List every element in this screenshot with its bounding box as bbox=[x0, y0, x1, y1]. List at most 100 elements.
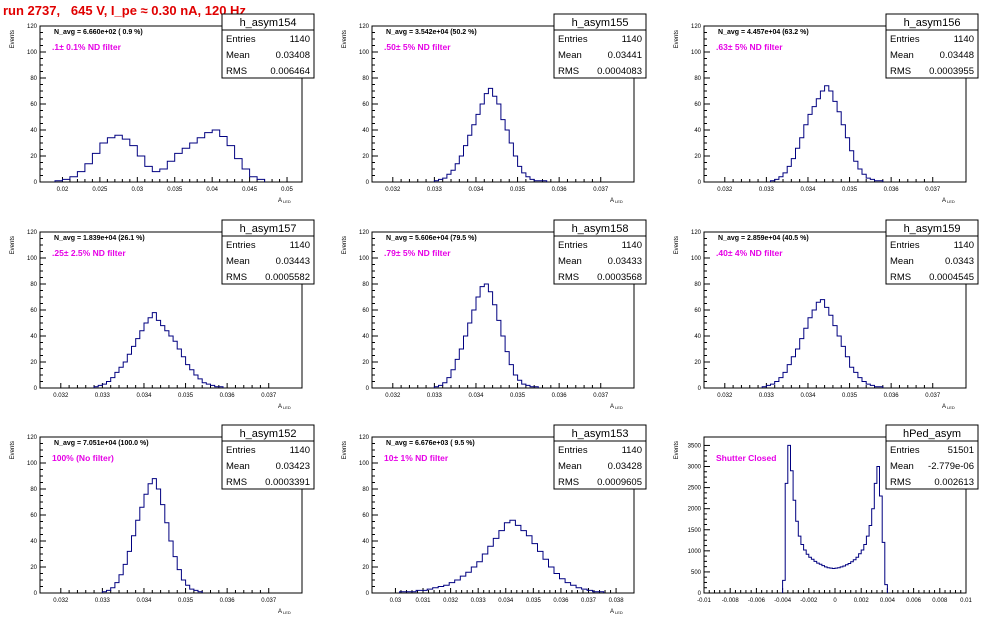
histogram-bin bbox=[804, 328, 808, 388]
histogram-bin bbox=[783, 372, 787, 388]
x-tick-label: 0.037 bbox=[593, 187, 609, 193]
histogram-bin bbox=[513, 156, 517, 182]
histogram-panel: 0 20 40 60 80 100 120 0.032 0.033 0.034 0.035 0.036… bbox=[10, 219, 315, 410]
y-tick-label: 40 bbox=[694, 128, 701, 134]
histogram-bin bbox=[526, 177, 530, 182]
stats-mean-label: Mean bbox=[558, 50, 582, 61]
histogram-bin bbox=[850, 367, 854, 388]
stats-entries-label: Entries bbox=[226, 445, 256, 456]
histogram-bin bbox=[845, 357, 849, 388]
stats-entries-value: 1140 bbox=[622, 240, 642, 251]
x-tick-label: 0.035 bbox=[510, 393, 526, 399]
filter-label: 100% (No filter) bbox=[52, 453, 114, 463]
histogram-bin bbox=[190, 370, 194, 388]
page-title: run 2737, 645 V, I_pe ≈ 0.30 nA, 120 Hz bbox=[3, 3, 246, 18]
y-tick-label: 0 bbox=[34, 386, 38, 392]
histogram-bin bbox=[242, 169, 249, 182]
y-axis-label: Events bbox=[342, 441, 348, 459]
hist-name: hPed_asym bbox=[903, 428, 961, 440]
stats-mean-label: Mean bbox=[226, 50, 250, 61]
stats-mean-label: Mean bbox=[890, 256, 914, 267]
y-tick-label: 60 bbox=[694, 308, 701, 314]
stats-rms-value: 0.0004545 bbox=[929, 272, 974, 283]
stats-entries-value: 1140 bbox=[290, 240, 310, 251]
histogram-bin bbox=[177, 349, 181, 388]
histogram-bin bbox=[464, 146, 468, 182]
stats-box bbox=[221, 13, 315, 79]
histogram-bin bbox=[190, 589, 194, 593]
y-tick-label: 40 bbox=[362, 128, 369, 134]
stats-box bbox=[553, 219, 647, 285]
histogram-bin bbox=[801, 545, 804, 594]
stats-rms-value: 0.0004083 bbox=[597, 66, 642, 77]
histogram-bin bbox=[851, 562, 854, 593]
x-tick-label: 0.032 bbox=[385, 393, 401, 399]
x-tick-label: 0.034 bbox=[136, 598, 152, 604]
y-tick-label: 20 bbox=[694, 154, 701, 160]
histogram-bin bbox=[220, 137, 227, 183]
histogram-bin bbox=[509, 143, 513, 182]
stats-entries-value: 1140 bbox=[622, 34, 642, 45]
histogram-bin bbox=[482, 554, 488, 593]
histogram-bin bbox=[451, 370, 455, 388]
histogram-bin bbox=[455, 359, 459, 388]
y-tick-label: 60 bbox=[30, 102, 37, 108]
x-axis-label: A bbox=[610, 198, 614, 204]
histogram-bin bbox=[493, 96, 497, 182]
y-tick-label: 2500 bbox=[688, 486, 702, 492]
stats-mean-label: Mean bbox=[226, 461, 250, 472]
y-tick-label: 80 bbox=[30, 487, 37, 493]
histogram-bin bbox=[156, 489, 160, 593]
histogram-bin bbox=[476, 114, 480, 182]
histogram-bin bbox=[466, 572, 472, 593]
histogram-outline bbox=[782, 444, 888, 593]
filter-label: .40± 4% ND filter bbox=[716, 248, 783, 258]
histogram-bin bbox=[459, 156, 463, 182]
navg-label: N_avg = 6.660e+02 ( 0.9 %) bbox=[54, 29, 143, 36]
histogram-bin bbox=[181, 357, 185, 388]
y-tick-label: 2000 bbox=[688, 507, 702, 513]
stats-entries-value: 51501 bbox=[948, 445, 974, 456]
histogram-bin bbox=[565, 583, 571, 593]
histogram-bin bbox=[800, 138, 804, 182]
histogram-bin bbox=[177, 570, 181, 593]
histogram-bin bbox=[808, 318, 812, 388]
x-tick-label: 0.035 bbox=[178, 598, 194, 604]
histogram-bin bbox=[173, 341, 177, 388]
stats-rms-label: RMS bbox=[890, 477, 911, 488]
x-axis-label-subscript: LED bbox=[615, 199, 623, 204]
y-tick-label: 0 bbox=[34, 180, 38, 186]
histogram-bin bbox=[447, 174, 451, 182]
stats-mean-value: 0.0343 bbox=[945, 256, 974, 267]
x-tick-label: 0.033 bbox=[95, 598, 111, 604]
x-tick-label: 0.035 bbox=[842, 187, 858, 193]
x-tick-label: 0.036 bbox=[884, 187, 900, 193]
histogram-bin bbox=[136, 520, 140, 593]
histogram-bin bbox=[468, 323, 472, 388]
histogram-bin bbox=[493, 305, 497, 388]
histogram-bin bbox=[866, 178, 870, 182]
histogram-bin bbox=[160, 169, 167, 182]
histogram-bin bbox=[859, 554, 862, 593]
histogram-bin bbox=[820, 300, 824, 388]
histogram-panel: 0 20 40 60 80 100 120 0.03 0.031 0.032 0.033 0.034 0… bbox=[342, 424, 647, 615]
x-tick-label: 0.045 bbox=[242, 187, 258, 193]
histogram-bin bbox=[165, 331, 169, 388]
histogram-bin bbox=[186, 365, 190, 388]
hist-name: h_asym159 bbox=[904, 223, 961, 235]
y-tick-label: 0 bbox=[366, 386, 370, 392]
histogram-bin bbox=[111, 378, 115, 388]
y-tick-label: 3000 bbox=[688, 465, 702, 471]
histogram-bin bbox=[477, 562, 483, 593]
x-tick-label: 0.034 bbox=[800, 187, 816, 193]
x-axis-label: A bbox=[278, 404, 282, 410]
histogram-bin bbox=[460, 576, 466, 593]
histogram-bin bbox=[472, 310, 476, 388]
y-axis-label: Events bbox=[342, 236, 348, 254]
histogram-bin bbox=[509, 365, 513, 388]
histogram-bin bbox=[227, 146, 234, 182]
histogram-bin bbox=[854, 372, 858, 388]
stats-rms-label: RMS bbox=[226, 272, 247, 283]
histogram-bin bbox=[132, 536, 136, 593]
y-tick-label: 100 bbox=[359, 461, 370, 467]
